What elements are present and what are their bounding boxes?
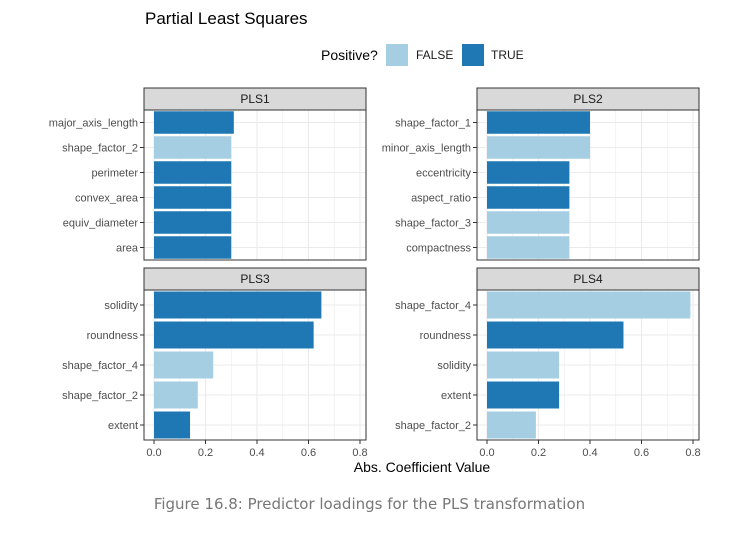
x-tick-label: 0.0 bbox=[146, 447, 161, 459]
y-tick-label: eccentricity bbox=[416, 168, 472, 180]
x-tick-label: 0.6 bbox=[301, 447, 316, 459]
y-tick-label: solidity bbox=[437, 360, 471, 372]
y-tick-label: shape_factor_4 bbox=[62, 360, 138, 372]
y-tick-label: shape_factor_3 bbox=[395, 218, 471, 230]
bar-shape-factor-2 bbox=[154, 381, 198, 409]
bar-shape-factor-4 bbox=[154, 351, 214, 379]
y-tick-label: shape_factor_2 bbox=[62, 390, 138, 402]
x-tick-label: 0.2 bbox=[198, 447, 213, 459]
legend-label-true: TRUE bbox=[491, 48, 524, 62]
bar-shape-factor-2 bbox=[487, 411, 536, 439]
legend-title: Positive? bbox=[321, 47, 378, 63]
bar-shape-factor-2 bbox=[154, 136, 232, 159]
legend-key-true bbox=[462, 44, 484, 66]
bar-compactness bbox=[487, 236, 570, 259]
y-tick-label: shape_factor_2 bbox=[395, 420, 471, 432]
x-tick-label: 0.6 bbox=[634, 447, 649, 459]
y-tick-label: minor_axis_length bbox=[382, 143, 471, 155]
panel-strip-label: PLS1 bbox=[240, 92, 270, 106]
x-tick-label: 0.8 bbox=[685, 447, 700, 459]
panel-pls2: PLS2 shape_factor_1 minor_axis_lengtheccen… bbox=[382, 87, 700, 261]
panel-background bbox=[144, 110, 366, 260]
bar-eccentricity bbox=[487, 161, 570, 184]
y-tick-label: aspect_ratio bbox=[411, 193, 471, 205]
legend-key-false bbox=[386, 44, 408, 66]
panel-strip-label: PLS3 bbox=[240, 272, 270, 286]
bar-aspect-ratio bbox=[487, 186, 570, 209]
y-tick-label: roundness bbox=[87, 330, 139, 342]
y-tick-label: perimeter bbox=[92, 168, 139, 180]
bar-major-axis-length bbox=[154, 111, 234, 134]
bar-shape-factor-4 bbox=[487, 291, 691, 319]
bar-area bbox=[154, 236, 232, 259]
bar-solidity bbox=[487, 351, 560, 379]
panel-border bbox=[476, 289, 700, 441]
panel-border bbox=[476, 109, 700, 261]
x-tick-label: 0.2 bbox=[531, 447, 546, 459]
panel-strip-label: PLS2 bbox=[573, 92, 603, 106]
panel-strip-label: PLS4 bbox=[573, 272, 603, 286]
y-tick-label: extent bbox=[441, 390, 471, 402]
x-tick-label: 0.4 bbox=[582, 447, 597, 459]
legend-label-false: FALSE bbox=[416, 48, 453, 62]
y-tick-label: shape_factor_1 bbox=[395, 118, 471, 130]
chart-title: Partial Least Squares bbox=[145, 9, 308, 28]
bar-roundness bbox=[154, 321, 314, 349]
panel-pls1: PLS1 major_axis_length shape_factor_2perim… bbox=[49, 87, 367, 261]
y-tick-label: area bbox=[116, 243, 139, 255]
y-tick-label: compactness bbox=[406, 243, 471, 255]
panel-pls3: PLS3 solidity roundness shape_factor_4shape… bbox=[62, 267, 368, 459]
bar-convex-area bbox=[154, 186, 232, 209]
panel-background bbox=[477, 110, 699, 260]
bar-shape-factor-3 bbox=[487, 211, 570, 234]
x-tick-label: 0.0 bbox=[479, 447, 494, 459]
x-tick-label: 0.8 bbox=[352, 447, 367, 459]
facet-panels: PLS1major_axis_lengthshape_factor_2perim… bbox=[49, 87, 701, 459]
panel-border bbox=[143, 289, 367, 441]
bar-solidity bbox=[154, 291, 322, 319]
bar-perimeter bbox=[154, 161, 232, 184]
y-tick-label: shape_factor_4 bbox=[395, 300, 471, 312]
legend: Positive? FALSE TRUE bbox=[321, 44, 524, 66]
x-axis-title: Abs. Coefficient Value bbox=[354, 459, 491, 475]
x-tick-label: 0.4 bbox=[249, 447, 264, 459]
y-tick-label: shape_factor_2 bbox=[62, 143, 138, 155]
panel-border bbox=[143, 109, 367, 261]
bar-extent bbox=[487, 381, 560, 409]
bar-roundness bbox=[487, 321, 624, 349]
bar-minor-axis-length bbox=[487, 136, 590, 159]
bar-equiv-diameter bbox=[154, 211, 232, 234]
y-tick-label: extent bbox=[108, 420, 138, 432]
y-tick-label: convex_area bbox=[75, 193, 139, 205]
figure-caption: Figure 16.8: Predictor loadings for the … bbox=[153, 495, 586, 513]
bar-extent bbox=[154, 411, 191, 439]
y-tick-label: roundness bbox=[420, 330, 472, 342]
bar-shape-factor-1 bbox=[487, 111, 590, 134]
panel-pls4: PLS4 shape_factor_4 roundness solidity exten… bbox=[395, 267, 701, 459]
y-tick-label: solidity bbox=[104, 300, 138, 312]
y-tick-label: major_axis_length bbox=[49, 118, 138, 130]
y-tick-label: equiv_diameter bbox=[63, 218, 139, 230]
